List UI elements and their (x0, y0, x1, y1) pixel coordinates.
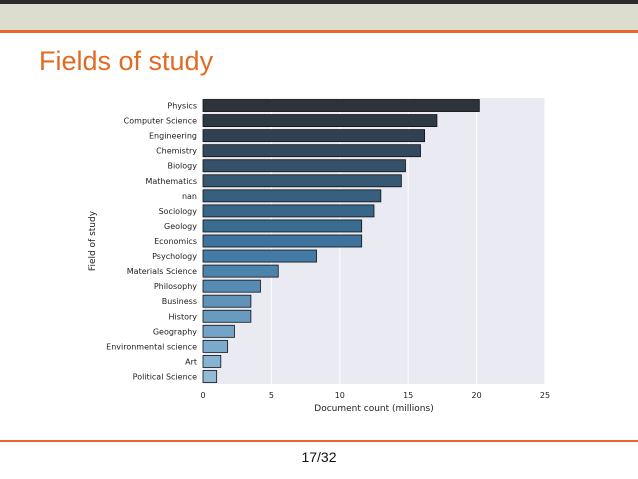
bar-chemistry (202, 144, 421, 158)
category-label: Environmental science (106, 342, 197, 351)
x-tick-labels: 0 5 10 15 20 25 (200, 391, 550, 400)
category-label: Business (162, 297, 197, 306)
bars (202, 99, 480, 383)
category-label: Geography (153, 327, 197, 336)
bar-sociology (202, 204, 375, 218)
bar-art (202, 354, 222, 368)
bar-environmental-science (202, 339, 229, 353)
bar-computer-science (202, 114, 438, 127)
category-label: Physics (167, 102, 197, 111)
bar-materials-science (202, 264, 279, 278)
category-label: Sociology (159, 207, 198, 216)
category-label: Political Science (133, 372, 197, 381)
slide-title: Fields of study (39, 46, 214, 76)
bar-nan (202, 189, 382, 203)
page-number: 17/32 (301, 449, 337, 465)
bar-mathematics (202, 174, 402, 188)
bar-history (202, 309, 252, 323)
slide-header-band (0, 0, 638, 30)
category-label: Art (185, 357, 197, 366)
category-label: Computer Science (124, 117, 197, 126)
category-label: Chemistry (156, 147, 197, 156)
category-label: Biology (167, 162, 197, 171)
category-label: Economics (154, 237, 197, 246)
bar-psychology (202, 249, 317, 263)
bar-economics (202, 234, 363, 248)
x-tick-label: 0 (200, 391, 205, 400)
slide-footer-rule (0, 440, 638, 442)
x-tick-label: 25 (540, 391, 550, 400)
category-labels: Physics Computer Science Engineering Chemis… (106, 102, 197, 382)
slide-header-rule (0, 30, 638, 33)
x-tick-label: 20 (472, 391, 482, 400)
x-axis-label: Document count (millions) (314, 404, 433, 414)
bar-physics (202, 99, 480, 112)
x-tick-label: 10 (335, 391, 345, 400)
x-tick-label: 5 (269, 391, 274, 400)
x-tick-label: 15 (403, 391, 413, 400)
category-label: Psychology (152, 252, 197, 261)
bar-geology (202, 219, 363, 233)
category-label: History (169, 312, 198, 321)
category-label: Mathematics (145, 177, 197, 186)
y-axis-label: Field of study (88, 210, 98, 271)
category-label: nan (182, 192, 197, 201)
slide-header-edge (0, 0, 638, 4)
bar-geography (202, 324, 235, 338)
bar-biology (202, 159, 406, 173)
bar-business (202, 294, 252, 308)
bar-engineering (202, 129, 426, 143)
bar-philosophy (202, 279, 261, 293)
bar-political-science (202, 370, 218, 383)
category-label: Materials Science (127, 267, 197, 276)
category-label: Geology (164, 222, 197, 231)
category-label: Philosophy (154, 282, 197, 291)
category-label: Engineering (149, 132, 197, 141)
